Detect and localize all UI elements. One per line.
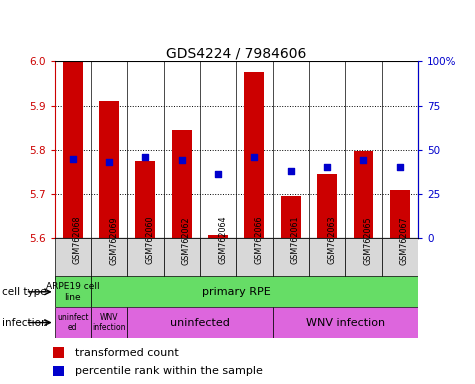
Bar [317,174,337,238]
Text: GSM762062: GSM762062 [182,216,191,265]
Bar [91,307,127,338]
Text: GSM762061: GSM762061 [291,216,300,265]
Bar [273,238,309,280]
Bar [163,238,200,280]
Bar [91,238,127,280]
Point [360,157,367,164]
Text: GSM762066: GSM762066 [255,216,264,265]
Bar [99,101,119,238]
Bar [309,238,345,280]
Bar [381,238,418,280]
Point [287,168,294,174]
Bar [281,196,301,238]
Text: cell type: cell type [2,287,47,297]
Text: percentile rank within the sample: percentile rank within the sample [75,366,263,376]
Text: infection: infection [2,318,48,328]
Point [323,164,331,170]
Point [396,164,404,170]
Bar [237,238,273,280]
Point [214,171,222,177]
Text: primary RPE: primary RPE [202,287,271,297]
Bar [353,151,373,238]
Text: WNV
infection: WNV infection [92,313,126,332]
Bar [208,235,228,238]
Bar [127,238,163,280]
Text: uninfect
ed: uninfect ed [57,313,88,332]
Bar [245,73,265,238]
Text: GSM762063: GSM762063 [327,216,336,265]
Bar [53,347,64,358]
Bar [172,130,192,238]
Text: GSM762069: GSM762069 [109,216,118,265]
Bar [345,238,381,280]
Bar [200,238,237,280]
Bar [55,238,91,280]
Text: GSM762060: GSM762060 [145,216,154,265]
Bar [390,189,410,238]
Bar [135,161,155,238]
Text: GSM762064: GSM762064 [218,216,227,265]
Point [251,154,258,160]
Point [69,156,76,162]
Bar [273,307,418,338]
Bar [53,366,64,376]
Bar [127,307,273,338]
Point [142,154,149,160]
Bar [55,276,91,307]
Title: GDS4224 / 7984606: GDS4224 / 7984606 [166,46,306,60]
Text: transformed count: transformed count [75,348,179,358]
Text: GSM762068: GSM762068 [73,216,82,265]
Point [105,159,113,165]
Point [178,157,186,164]
Text: uninfected: uninfected [170,318,230,328]
Bar [55,307,91,338]
Text: ARPE19 cell
line: ARPE19 cell line [46,282,100,301]
Text: WNV infection: WNV infection [306,318,385,328]
Text: GSM762065: GSM762065 [363,216,372,265]
Bar [63,61,83,238]
Text: GSM762067: GSM762067 [400,216,409,265]
